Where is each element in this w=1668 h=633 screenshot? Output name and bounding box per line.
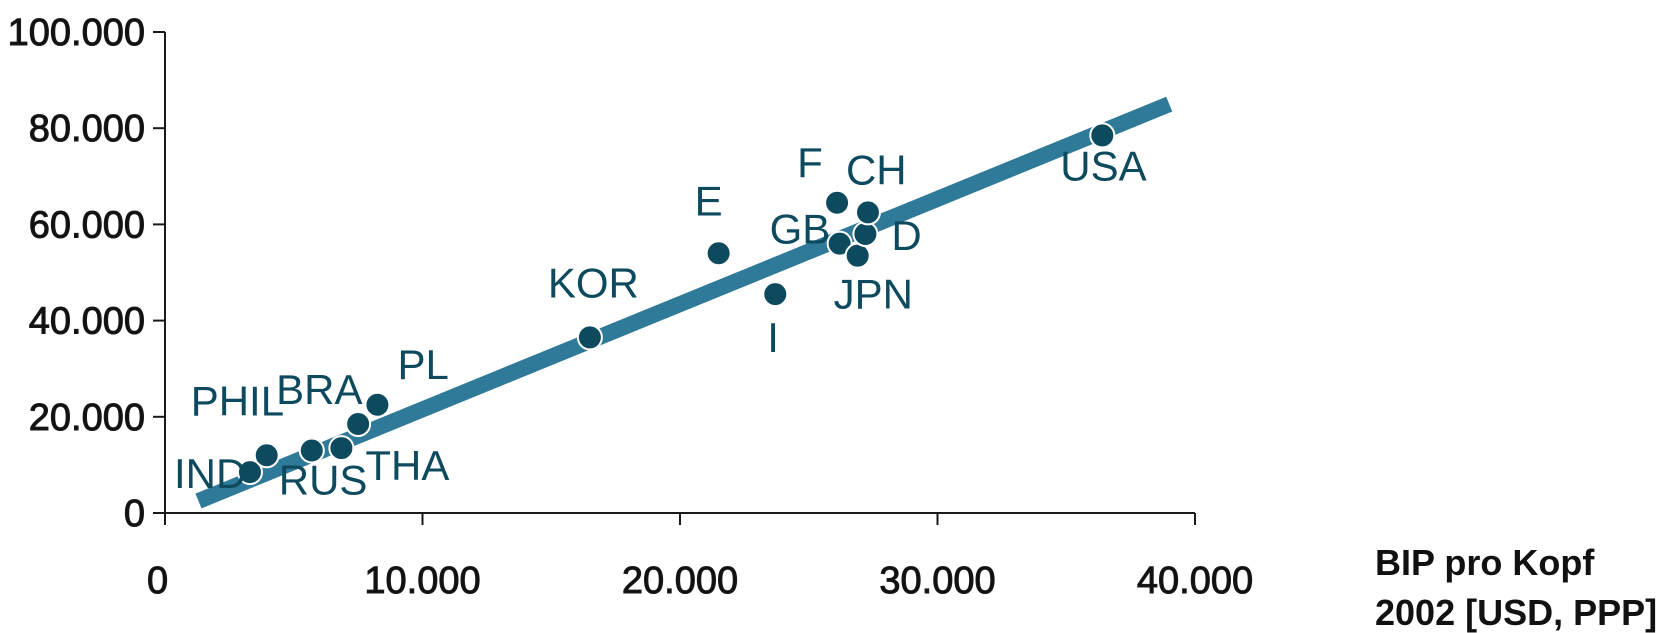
data-point-i [762,281,789,308]
point-label-usa: USA [1060,142,1146,189]
point-label-ind: IND [174,450,246,497]
data-point-ch [854,199,881,226]
data-point-gb [826,230,853,257]
x-axis-label-line-1: BIP pro Kopf [1375,542,1595,583]
x-tick-label: 30.000 [879,560,995,602]
data-point-rus [298,437,325,464]
y-tick-label: 80.000 [29,108,145,150]
x-tick-label: 0 [147,560,168,602]
y-tick-label: 0 [124,493,145,535]
point-label-tha: THA [365,442,449,489]
axes: 0 20.000 40.000 60.000 80.000 100.000 0 10.000 2… [7,12,1253,603]
point-label-kor: KOR [548,259,639,306]
x-tick-label: 40.000 [1137,560,1253,602]
data-point-jpn [844,242,871,269]
x-tick-label: 10.000 [364,560,480,602]
point-label-phil: PHIL [191,377,284,424]
data-point-ind [236,459,263,486]
data-point-pl [364,391,391,418]
point-label-i: I [767,314,779,361]
data-point-usa [1089,122,1116,149]
data-point-kor [576,324,603,351]
y-tick-label: 60.000 [29,204,145,246]
point-label-rus: RUS [279,456,368,503]
data-point-tha [328,435,355,462]
point-label-pl: PL [397,341,448,388]
data-point-d [852,221,879,248]
point-label-f: F [797,139,823,186]
point-label-gb: GB [770,206,831,253]
x-tick-label: 20.000 [622,560,738,602]
data-points [236,122,1116,486]
y-tick-label: 100.000 [8,12,145,54]
x-axis-label-line-2: 2002 [USD, PPP] [1375,592,1657,633]
data-point-f [824,189,851,216]
y-tick-label: 20.000 [29,397,145,439]
point-label-ch: CH [846,146,907,193]
point-label-bra: BRA [276,366,362,413]
data-point-phil [253,442,280,469]
y-tick-label: 40.000 [29,301,145,343]
x-axis-label: BIP pro Kopf 2002 [USD, PPP] [1375,542,1657,633]
data-point-e [705,240,732,267]
data-point-bra [345,411,372,438]
point-label-d: D [891,212,921,259]
point-label-jpn: JPN [834,271,913,318]
point-label-e: E [695,177,723,224]
